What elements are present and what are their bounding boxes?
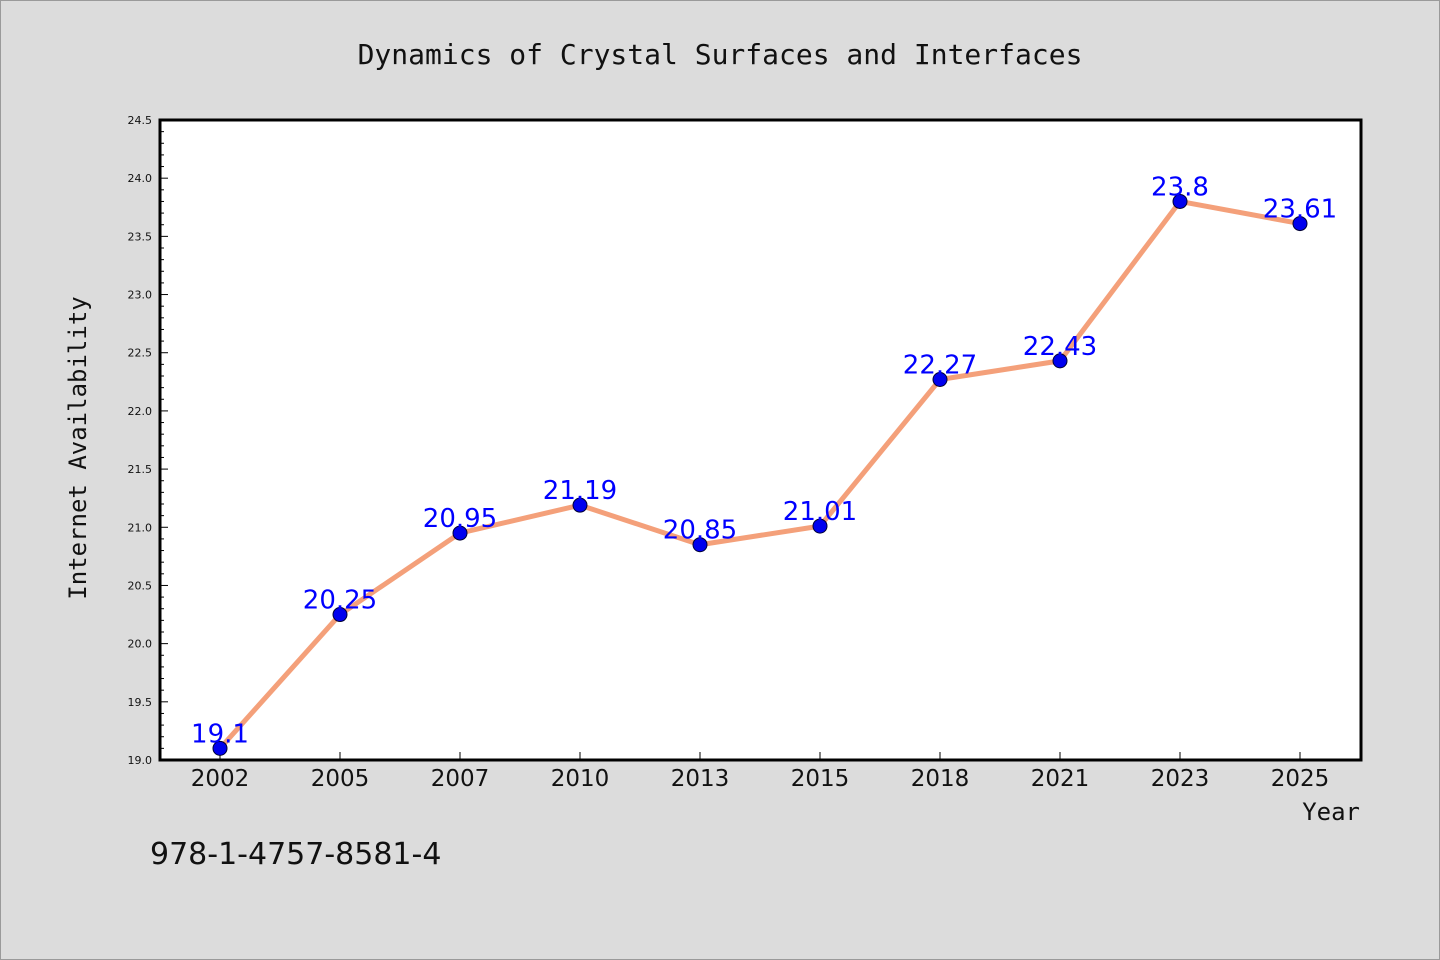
y-tick-label: 19.5 [128,696,153,709]
data-label: 20.85 [663,516,737,546]
data-label: 23.61 [1263,195,1337,225]
data-labels: 19.1 20.25 20.95 21.19 20.85 21.01 22.27 22.43 2… [191,172,1337,749]
x-tick-label: 2021 [1031,766,1090,792]
x-tick-label: 2018 [911,766,970,792]
y-axis: 19.0 19.5 20.0 20.5 21.0 21.5 22.0 22.5 23.0 23.5… [128,114,168,767]
data-point [1052,353,1068,369]
data-point [1292,216,1308,232]
y-tick-label: 21.5 [128,463,153,476]
data-label: 22.27 [903,350,977,380]
x-tick-label: 2015 [791,766,850,792]
x-axis: 2002 2005 2007 2010 2013 2015 2018 2021 2023 2025 [191,752,1330,792]
data-point [1172,193,1188,209]
series [217,198,1303,751]
x-tick-label: 2005 [311,766,370,792]
data-label: 20.25 [303,586,377,616]
y-tick-label: 20.5 [128,579,153,592]
x-tick-label: 2013 [671,766,730,792]
data-point [812,518,828,534]
y-tick-label: 23.5 [128,230,153,243]
data-label: 21.19 [543,476,617,506]
y-tick-label: 22.5 [128,347,153,360]
y-axis-label: Internet Availability [64,296,92,599]
data-label: 21.01 [783,497,857,527]
data-point [452,525,468,541]
data-point [692,537,708,553]
data-point [332,607,348,623]
x-tick-label: 2010 [551,766,610,792]
x-tick-label: 2023 [1151,766,1210,792]
data-point [572,497,588,513]
y-tick-label: 24.5 [128,114,153,127]
x-tick-label: 2007 [431,766,490,792]
data-label: 19.1 [191,719,249,749]
data-label: 20.95 [423,504,497,534]
y-tick-label: 20.0 [128,638,153,651]
y-tick-label: 21.0 [128,521,153,534]
data-point [212,740,228,756]
x-tick-label: 2025 [1271,766,1330,792]
x-axis-label: Year [1302,798,1360,826]
markers [212,193,1308,756]
y-tick-label: 22.0 [128,405,153,418]
y-tick-label: 19.0 [128,754,153,767]
isbn-text: 978-1-4757-8581-4 [150,837,441,872]
x-tick-label: 2002 [191,766,250,792]
y-tick-label: 24.0 [128,172,153,185]
data-point [932,371,948,387]
y-tick-label: 23.0 [128,289,153,302]
plot-area [158,118,1363,762]
data-label: 23.8 [1151,172,1209,202]
data-label: 22.43 [1023,332,1097,362]
series-line [217,198,1303,751]
chart-title: Dynamics of Crystal Surfaces and Interfa… [358,38,1083,71]
